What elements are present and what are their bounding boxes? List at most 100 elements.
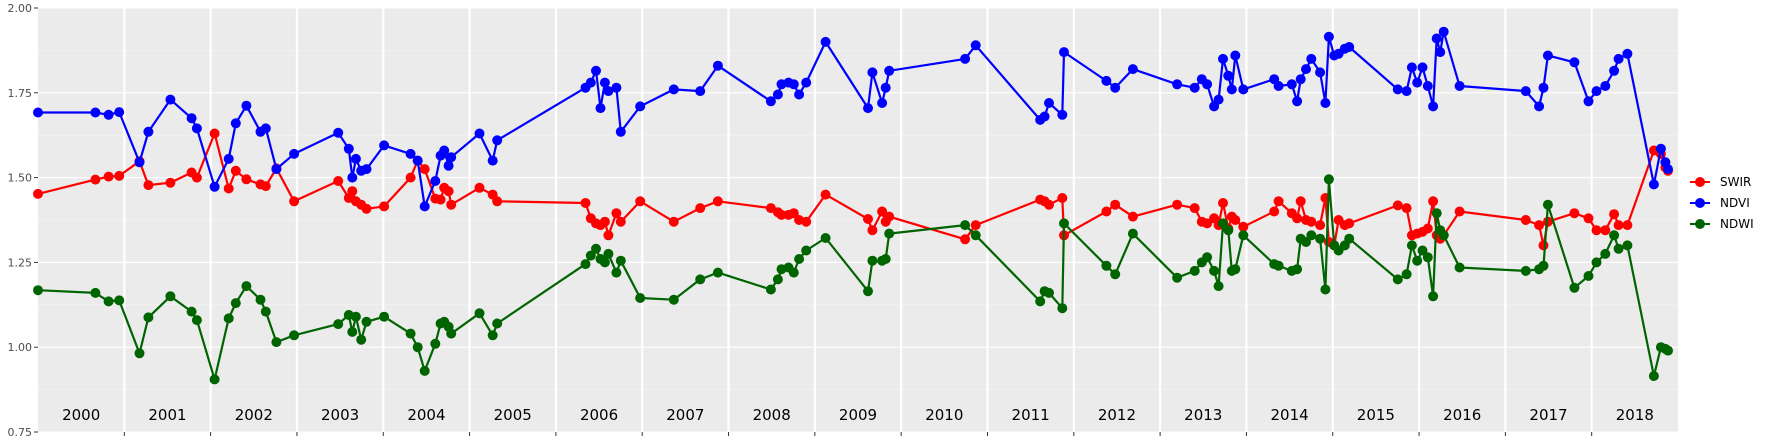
data-point-ndvi xyxy=(1412,77,1423,88)
data-point-swir xyxy=(446,199,457,210)
year-label: 2016 xyxy=(1443,406,1481,424)
data-point-swir xyxy=(435,194,446,205)
y-tick-label: 0.75 xyxy=(8,426,33,439)
data-point-ndwi xyxy=(474,308,485,319)
year-separators xyxy=(123,8,1593,432)
data-point-swir xyxy=(1295,196,1306,207)
data-point-ndwi xyxy=(794,254,805,264)
data-point-ndwi xyxy=(1401,269,1412,280)
data-point-swir xyxy=(1306,216,1317,227)
data-point-ndwi xyxy=(430,338,441,349)
data-point-ndvi xyxy=(1591,86,1602,97)
data-point-ndvi xyxy=(209,181,220,192)
data-point-ndvi xyxy=(801,77,812,88)
year-label: 2001 xyxy=(148,406,186,424)
year-label: 2017 xyxy=(1529,406,1567,424)
data-point-ndvi xyxy=(1238,84,1249,95)
data-point-swir xyxy=(1292,213,1303,224)
data-point-ndvi xyxy=(1218,53,1228,64)
data-point-swir xyxy=(223,183,234,194)
data-point-swir xyxy=(1428,196,1439,207)
data-point-ndvi xyxy=(1431,33,1442,44)
data-point-swir xyxy=(1202,218,1213,229)
data-point-ndwi xyxy=(1417,245,1428,256)
data-point-swir xyxy=(260,181,271,192)
legend-key-point xyxy=(1695,198,1705,208)
data-point-swir xyxy=(114,170,125,181)
data-point-ndvi xyxy=(1127,64,1138,75)
data-point-ndwi xyxy=(1438,230,1449,241)
data-point-swir xyxy=(1613,220,1624,231)
data-point-ndvi xyxy=(591,65,601,76)
data-point-ndvi xyxy=(970,40,981,51)
data-point-ndwi xyxy=(260,306,271,317)
data-point-ndvi xyxy=(1286,79,1297,90)
data-point-swir xyxy=(867,225,878,236)
data-point-swir xyxy=(1538,240,1549,251)
year-label: 2009 xyxy=(839,406,877,424)
data-point-ndwi xyxy=(1569,282,1580,293)
data-point-ndwi xyxy=(1583,271,1594,281)
data-point-ndvi xyxy=(1406,62,1417,73)
data-point-ndwi xyxy=(1189,265,1200,276)
data-point-ndwi xyxy=(1392,274,1403,285)
data-point-ndwi xyxy=(1320,284,1331,295)
data-point-swir xyxy=(191,172,202,183)
data-point-ndwi xyxy=(143,312,154,323)
data-point-ndwi xyxy=(1273,260,1284,271)
data-point-ndwi xyxy=(1406,240,1417,251)
data-point-ndwi xyxy=(1044,287,1054,298)
data-point-ndwi xyxy=(580,259,591,270)
data-point-ndvi xyxy=(165,94,176,105)
data-point-ndvi xyxy=(1392,84,1403,95)
data-point-ndwi xyxy=(33,285,43,296)
year-label: 2002 xyxy=(235,406,273,424)
data-point-ndwi xyxy=(361,316,372,327)
data-point-ndvi xyxy=(134,157,145,168)
data-point-ndvi xyxy=(668,84,679,95)
data-point-ndvi xyxy=(430,176,441,186)
data-point-ndwi xyxy=(615,255,626,266)
data-point-ndwi xyxy=(419,365,430,376)
data-point-ndvi xyxy=(1223,70,1234,81)
data-point-ndwi xyxy=(1663,345,1673,356)
data-point-swir xyxy=(103,171,114,182)
data-point-ndvi xyxy=(960,53,971,64)
year-labels: 2000 2001 2002 2003 2004 2005 2006 2007 2008 2009… xyxy=(62,406,1654,424)
data-point-ndwi xyxy=(635,293,646,303)
data-point-ndwi xyxy=(223,313,234,324)
legend-label-ndvi: NDVI xyxy=(1720,196,1750,210)
data-point-ndwi xyxy=(1323,174,1334,185)
data-point-ndwi xyxy=(1609,230,1620,241)
data-point-ndwi xyxy=(446,328,457,339)
data-point-swir xyxy=(241,174,252,185)
legend-label-swir: SWIR xyxy=(1720,175,1751,189)
legend-key-point xyxy=(1695,219,1705,229)
data-point-ndvi xyxy=(1213,94,1224,105)
data-point-ndvi xyxy=(1622,48,1633,59)
data-point-swir xyxy=(1189,203,1200,214)
data-point-ndvi xyxy=(695,86,706,97)
data-point-ndvi xyxy=(241,100,252,111)
data-point-ndwi xyxy=(1035,296,1046,307)
data-point-ndvi xyxy=(863,103,873,114)
data-point-ndvi xyxy=(260,123,271,134)
year-label: 2015 xyxy=(1357,406,1395,424)
data-point-ndwi xyxy=(1306,230,1317,241)
data-point-swir xyxy=(877,206,888,217)
data-point-ndvi xyxy=(191,123,202,134)
data-point-swir xyxy=(1238,221,1249,232)
data-point-swir xyxy=(1110,199,1121,210)
data-point-ndwi xyxy=(1238,230,1249,241)
data-point-swir xyxy=(1101,206,1112,217)
data-point-ndvi xyxy=(379,140,390,151)
data-point-ndvi xyxy=(603,86,614,97)
data-point-ndwi xyxy=(191,315,202,326)
data-point-swir xyxy=(820,189,831,200)
data-point-ndwi xyxy=(114,295,125,306)
data-point-ndwi xyxy=(165,291,176,302)
data-point-ndvi xyxy=(1039,111,1050,122)
data-point-ndwi xyxy=(880,254,891,264)
data-point-ndwi xyxy=(1202,252,1213,263)
data-point-ndvi xyxy=(412,155,423,166)
